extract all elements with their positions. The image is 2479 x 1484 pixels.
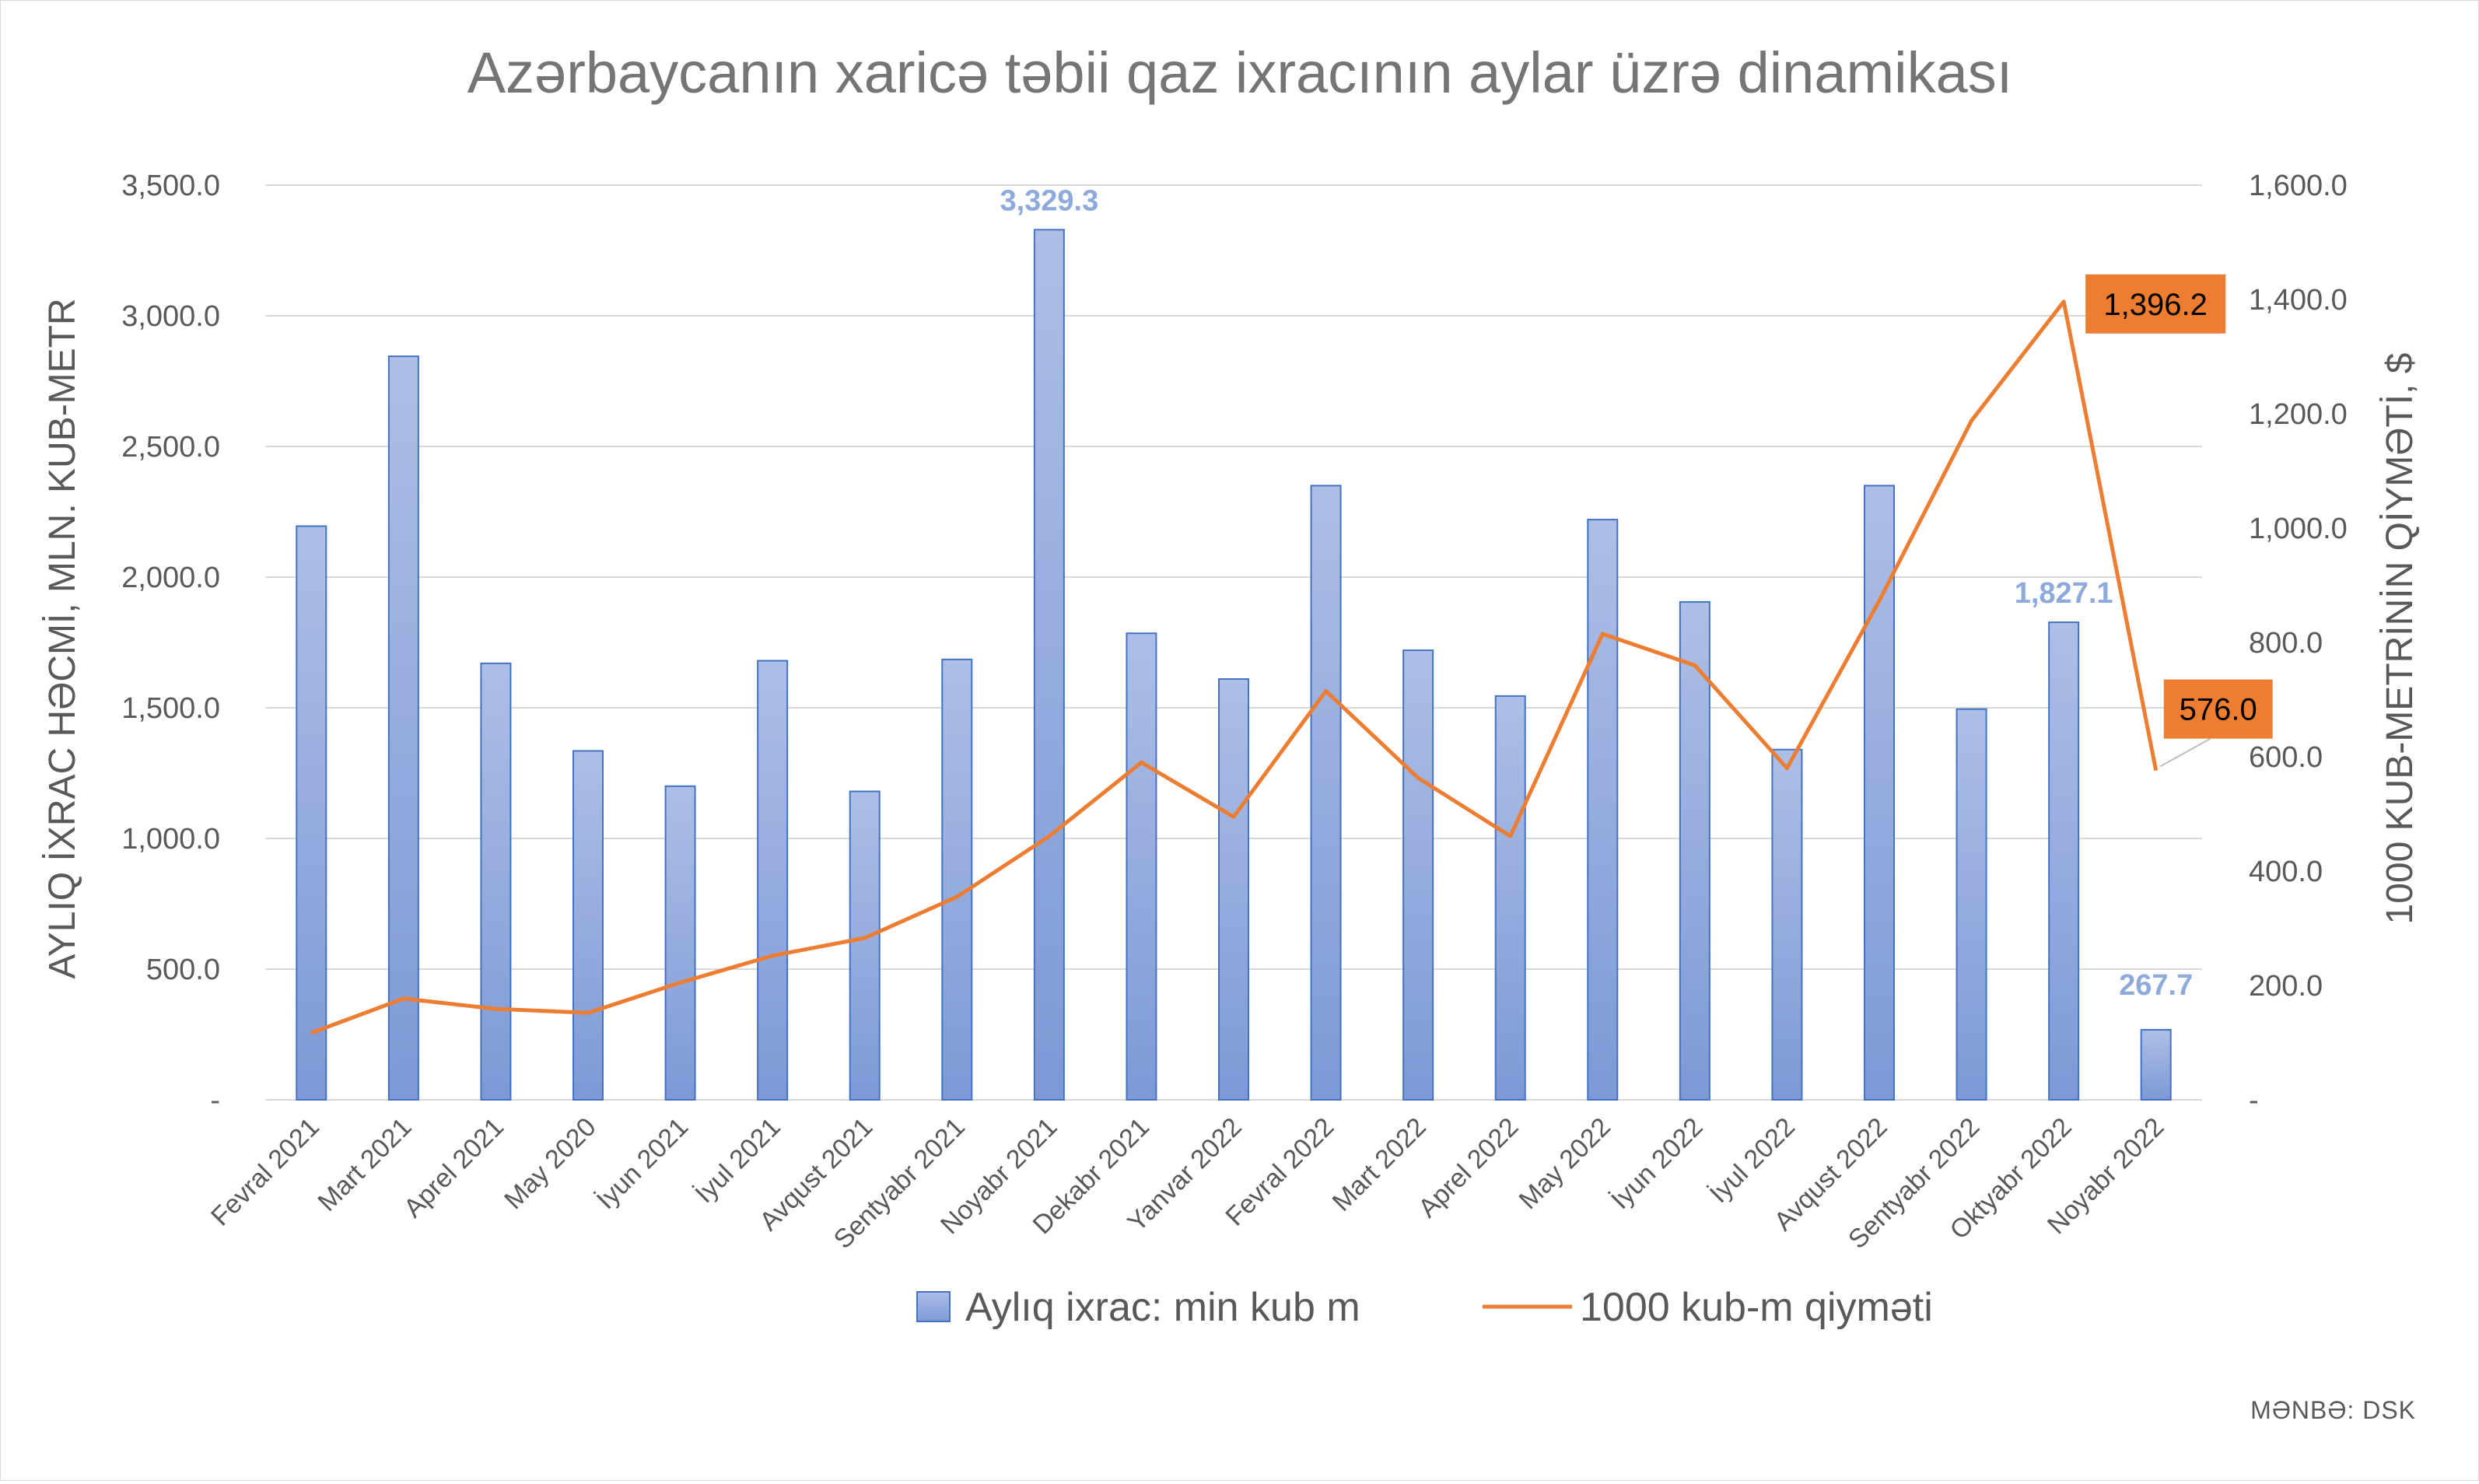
x-tick-label: May 2022 — [1513, 1112, 1616, 1215]
legend-swatch-bar — [916, 1291, 951, 1322]
right-tick-label: - — [2249, 1084, 2259, 1117]
source-note: MƏNBƏ: DSK — [2250, 1396, 2416, 1424]
bar — [757, 660, 789, 1101]
line-series — [310, 299, 2159, 1035]
bar-data-label: 3,329.3 — [1000, 184, 1098, 217]
bar — [1402, 649, 1434, 1101]
left-tick-label: 1,500.0 — [121, 692, 220, 725]
bar-series — [296, 229, 2172, 1101]
data-labels: 3,329.3 1,827.1 267.7 1,396.2 576.0 — [1000, 184, 2273, 1002]
bar — [387, 355, 419, 1101]
x-tick-label: Aprel 2022 — [1413, 1112, 1524, 1223]
x-tick-label: İyul 2021 — [689, 1112, 786, 1209]
bar — [1587, 519, 1619, 1101]
left-tick-label: 3,500.0 — [121, 170, 220, 202]
legend-label-bar: Aylıq ixrac: min kub m — [965, 1285, 1360, 1330]
bar — [572, 750, 604, 1101]
right-axis-title: 1000 KUB-METRİNİN QİYMƏTİ, $ — [2379, 353, 2421, 925]
bar — [849, 790, 881, 1101]
left-tick-label: 500.0 — [146, 954, 220, 986]
left-tick-label: 2,000.0 — [121, 562, 220, 594]
bar-data-label: 267.7 — [2119, 969, 2193, 1002]
left-tick-label: - — [210, 1084, 220, 1117]
right-tick-label: 600.0 — [2249, 741, 2323, 774]
left-tick-label: 2,500.0 — [121, 431, 220, 464]
line-callout: 576.0 — [2159, 679, 2273, 768]
left-tick-label: 1,000.0 — [121, 823, 220, 856]
left-axis-ticks: - 500.0 1,000.0 1,500.0 2,000.0 2,500.0 3,000.… — [121, 170, 220, 1117]
bar — [1864, 485, 1895, 1101]
bar — [664, 785, 696, 1101]
x-tick-label: Aprel 2021 — [398, 1112, 509, 1223]
callout-box — [2085, 274, 2226, 334]
x-tick-label: İyun 2021 — [591, 1112, 694, 1215]
bar — [1494, 695, 1526, 1101]
callout-box — [2163, 679, 2273, 739]
chart-title: Azərbaycanın xaricə təbii qaz ixracının … — [467, 40, 2013, 105]
right-tick-label: 1,400.0 — [2249, 284, 2348, 317]
bar — [2048, 621, 2080, 1101]
line-data-label: 1,396.2 — [2103, 288, 2207, 322]
bar — [1679, 600, 1710, 1101]
right-tick-label: 1,600.0 — [2249, 170, 2348, 202]
bar — [1956, 708, 1987, 1101]
bar — [1771, 748, 1803, 1101]
right-axis-ticks: - 200.0 400.0 600.0 800.0 1,000.0 1,200.0 1,400… — [2249, 170, 2348, 1117]
bar — [296, 525, 327, 1101]
right-tick-label: 800.0 — [2249, 627, 2323, 660]
bar — [1126, 632, 1157, 1101]
right-tick-label: 200.0 — [2249, 970, 2323, 1003]
x-tick-label: İyun 2022 — [1605, 1112, 1708, 1215]
x-tick-label: May 2020 — [499, 1112, 601, 1215]
line-data-label: 576.0 — [2180, 693, 2257, 727]
left-tick-label: 3,000.0 — [121, 300, 220, 333]
bar — [1033, 229, 1065, 1101]
legend-label-line: 1000 kub-m qiyməti — [1580, 1285, 1933, 1330]
left-axis-title: AYLIQ İXRAC HƏCMİ, MLN. KUB-METR — [42, 298, 83, 978]
legend: Aylıq ixrac: min kub m 1000 kub-m qiymət… — [916, 1285, 1933, 1330]
bar — [1310, 485, 1342, 1101]
right-tick-label: 1,000.0 — [2249, 513, 2348, 545]
line-callout: 1,396.2 — [2085, 274, 2226, 334]
bar-data-label: 1,827.1 — [2015, 577, 2113, 610]
x-tick-label: İyul 2022 — [1704, 1112, 1801, 1209]
bar — [2140, 1029, 2172, 1101]
callout-leader — [2159, 737, 2211, 768]
bar — [480, 662, 512, 1101]
x-tick-label: Fevral 2021 — [205, 1112, 325, 1232]
right-tick-label: 400.0 — [2249, 856, 2323, 888]
right-tick-label: 1,200.0 — [2249, 398, 2348, 431]
bar — [941, 658, 973, 1101]
bar — [1218, 678, 1249, 1101]
price-line — [310, 299, 2159, 1035]
